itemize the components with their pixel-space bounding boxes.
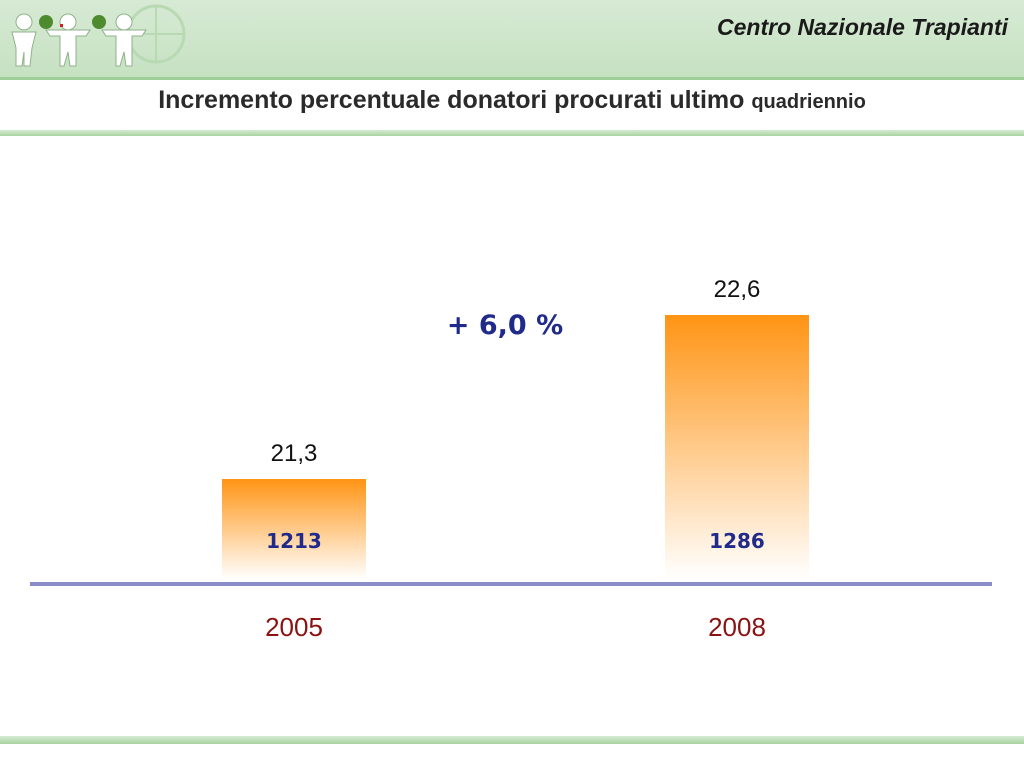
logo-icon <box>11 4 186 67</box>
bar-value-label: 22,6 <box>714 276 761 303</box>
header-band: Centro Nazionale Trapianti <box>0 0 1024 77</box>
bar-2008 <box>665 315 809 579</box>
title-band <box>0 80 1024 128</box>
organization-name: Centro Nazionale Trapianti <box>717 14 1008 40</box>
title-underline <box>0 130 1024 136</box>
bar-count-label: 1286 <box>709 529 765 553</box>
bar-2005 <box>222 479 366 579</box>
footer-rule <box>0 736 1024 744</box>
bar-count-label: 1213 <box>266 529 322 553</box>
page-title: Incremento percentuale donatori procurat… <box>0 86 1024 115</box>
x-tick-label: 2008 <box>708 612 766 642</box>
percent-change-annotation: + 6,0 % <box>447 310 563 341</box>
x-tick-label: 2005 <box>265 612 323 642</box>
bar-value-label: 21,3 <box>271 440 318 467</box>
page-title-main: Incremento percentuale donatori procurat… <box>158 86 752 114</box>
page-title-small: quadriennio <box>751 91 866 113</box>
header-divider <box>0 77 1024 80</box>
